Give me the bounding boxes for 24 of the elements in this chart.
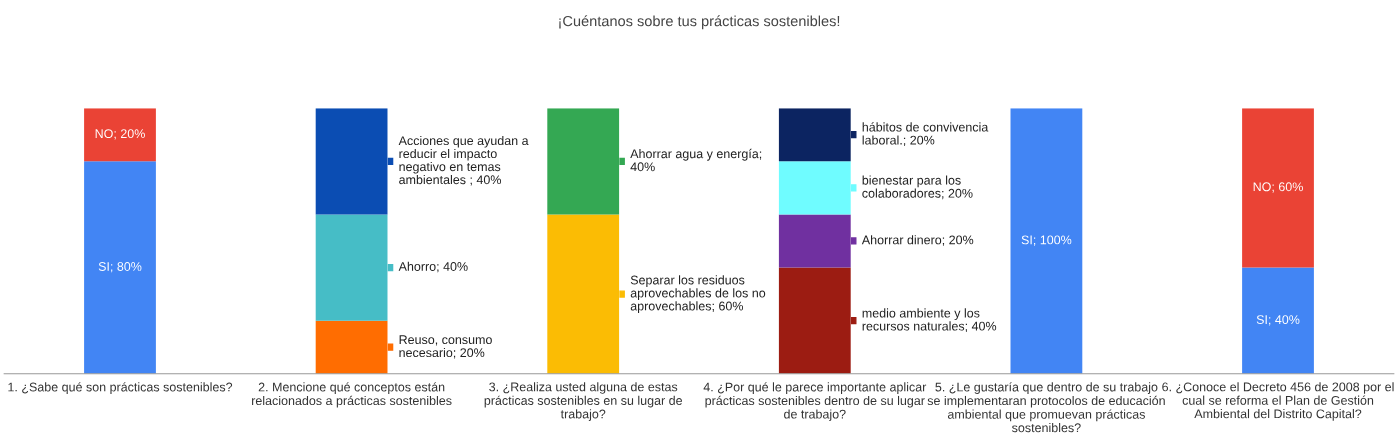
annotation: Separar los residuos aprovechables de los no aprovechables; 60% — [630, 275, 766, 313]
bar — [84, 161, 156, 374]
x-tick-label: 4. ¿Por qué le parece importante aplicar prácticas sostenibles dentro de su lugar de trabajo? — [703, 382, 927, 422]
data-label: SI; 80% — [98, 262, 142, 273]
chart-title: ¡Cuéntanos sobre tus prácticas sostenibles! — [559, 15, 840, 30]
data-label: NO; 20% — [95, 129, 145, 140]
annotation: bienestar para los colaboradores; 20% — [862, 175, 973, 200]
annotation: Ahorrar agua y energía; 40% — [630, 148, 762, 172]
annotation: Reuso, consumo necesario; 20% — [399, 335, 492, 359]
data-label: SI; 100% — [1021, 235, 1072, 246]
x-tick-label: 3. ¿Realiza usted alguna de estas prácticas sostenibles en su lugar de trabajo? — [484, 382, 683, 421]
data-label: NO; 60% — [1253, 182, 1303, 193]
x-tick-label: 2. Mencione qué conceptos están relacionados a prácticas sostenibles — [252, 382, 452, 408]
annotation: hábitos de convivencia laboral.; 20% — [862, 122, 989, 147]
annotation: Acciones que ayudan a reducir el impacto negativo en temas ambientales ; 40% — [398, 135, 529, 186]
data-label: SI; 40% — [1256, 315, 1300, 326]
bar — [84, 108, 156, 162]
annotation: medio ambiente y los recursos naturales; 40% — [862, 308, 997, 332]
bar — [1010, 108, 1083, 374]
bar — [1242, 267, 1314, 374]
bar — [1242, 108, 1314, 268]
x-tick-label: 1. ¿Sabe qué son prácticas sostenibles? — [8, 382, 233, 394]
annotation: Ahorro; 40% — [398, 261, 468, 273]
annotation: Ahorrar dinero; 20% — [861, 235, 974, 246]
